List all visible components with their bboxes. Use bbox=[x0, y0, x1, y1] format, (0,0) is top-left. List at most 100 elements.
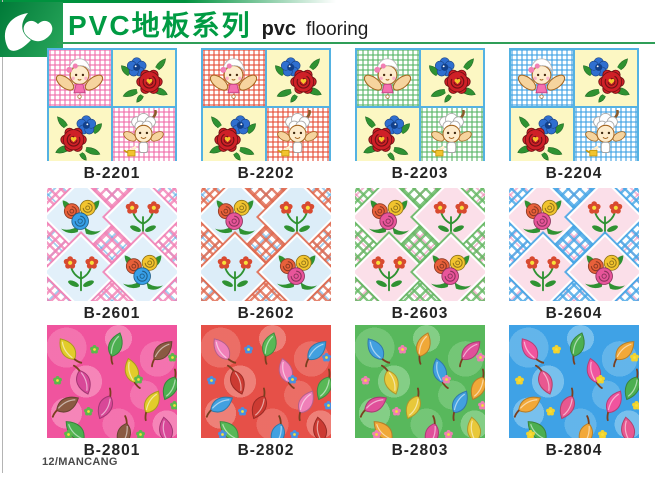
tile-grid bbox=[509, 48, 639, 161]
small-flower bbox=[63, 429, 74, 438]
leaf-icon bbox=[605, 390, 622, 422]
leaf bbox=[108, 412, 141, 438]
rose-bouquet-illustration bbox=[123, 254, 164, 290]
leaf bbox=[613, 413, 639, 438]
product-swatch: B-2202 bbox=[201, 48, 331, 183]
small-flower-icon bbox=[89, 345, 99, 354]
leaf bbox=[593, 383, 633, 427]
product-swatch: B-2804 bbox=[509, 325, 639, 460]
small-flower bbox=[514, 375, 525, 386]
series-title-en: flooring bbox=[306, 19, 369, 40]
product-code: B-2802 bbox=[237, 442, 295, 459]
swatch-pattern bbox=[355, 48, 485, 161]
lattice-medallion bbox=[413, 233, 485, 301]
leaf bbox=[219, 358, 255, 400]
leaf-icon bbox=[578, 415, 593, 438]
lattice-medallion bbox=[509, 233, 581, 301]
leaf-icon bbox=[432, 357, 449, 389]
leaf-icon bbox=[360, 397, 388, 418]
leaf-icon bbox=[367, 338, 391, 364]
series-title-cn: PVC地板系列 bbox=[68, 10, 252, 41]
leaf-icon bbox=[151, 341, 173, 368]
small-flower-icon bbox=[515, 375, 525, 385]
swatch-pattern bbox=[509, 48, 639, 161]
small-flower-icon bbox=[207, 375, 217, 385]
small-flower-icon bbox=[546, 407, 556, 416]
swatch-pattern bbox=[355, 325, 485, 438]
small-flower bbox=[289, 429, 300, 438]
rose-bouquet-illustration bbox=[431, 254, 472, 290]
leaf bbox=[203, 330, 244, 374]
leaf bbox=[116, 353, 149, 394]
rose-pansy-illustration bbox=[209, 115, 257, 161]
product-code: B-2603 bbox=[391, 305, 449, 322]
rose-pansy-illustration bbox=[121, 57, 169, 103]
leaf bbox=[131, 383, 171, 427]
swatch-pattern bbox=[47, 48, 177, 161]
small-flower-icon bbox=[133, 374, 143, 384]
leaf bbox=[578, 353, 611, 394]
small-flower bbox=[631, 400, 639, 411]
flower-sprig-illustration bbox=[279, 201, 315, 237]
leaf-icon bbox=[470, 368, 485, 400]
tile-grid bbox=[201, 48, 331, 161]
swoosh-heart-icon bbox=[4, 13, 53, 51]
swatch-pattern bbox=[47, 188, 177, 301]
lattice-medallion bbox=[509, 188, 581, 256]
leaf-icon bbox=[116, 415, 131, 438]
small-flower-icon bbox=[324, 400, 331, 410]
leaf bbox=[509, 386, 549, 426]
leaf-icon bbox=[586, 357, 603, 389]
small-flower-icon bbox=[475, 353, 485, 362]
leaf-icon bbox=[535, 364, 554, 395]
rose-bouquet-illustration bbox=[277, 254, 318, 290]
product-code: B-2804 bbox=[545, 442, 603, 459]
swatch-pattern bbox=[201, 188, 331, 301]
flower-sprig-illustration bbox=[217, 255, 253, 291]
lattice-medallion bbox=[259, 188, 331, 256]
small-flower-icon bbox=[595, 374, 605, 384]
leaf-icon bbox=[261, 331, 277, 365]
small-flower bbox=[89, 344, 100, 355]
small-flower bbox=[477, 400, 485, 411]
leaf bbox=[527, 358, 563, 400]
small-flower-icon bbox=[84, 407, 94, 416]
brand-logo bbox=[0, 2, 63, 57]
swatch-pattern bbox=[47, 325, 177, 438]
flower-sprig-illustration bbox=[63, 255, 99, 291]
small-flower bbox=[167, 352, 177, 363]
leaf-icon bbox=[206, 397, 234, 418]
leaf bbox=[614, 363, 639, 406]
leaf-icon bbox=[381, 364, 400, 395]
product-row-1: B-2201 B-2202 B-2203 B-2204 bbox=[47, 48, 639, 183]
leaf-icon bbox=[514, 397, 542, 418]
leaf-icon bbox=[297, 390, 314, 422]
header-rule bbox=[57, 42, 655, 44]
small-flower-icon bbox=[371, 429, 381, 438]
leaf bbox=[152, 363, 177, 406]
leaf bbox=[570, 412, 603, 438]
product-code: B-2201 bbox=[83, 165, 141, 182]
small-flower-icon bbox=[551, 345, 561, 354]
lattice-medallion bbox=[567, 188, 639, 256]
rose-bouquet-illustration bbox=[368, 200, 409, 236]
leaf-icon bbox=[305, 341, 327, 368]
product-swatch: B-2801 bbox=[47, 325, 177, 460]
lattice-medallion bbox=[259, 233, 331, 301]
small-flower-icon bbox=[629, 353, 639, 362]
leaf-icon bbox=[569, 331, 585, 365]
leaf-icon bbox=[316, 368, 331, 400]
leaf bbox=[373, 358, 409, 400]
small-flower-icon bbox=[238, 407, 248, 416]
lattice-medallion bbox=[47, 233, 119, 301]
leaf bbox=[549, 382, 587, 425]
leaf-icon bbox=[143, 390, 160, 422]
tile-grid bbox=[47, 48, 177, 161]
leaf-icon bbox=[278, 357, 295, 389]
small-flower-icon bbox=[321, 353, 331, 362]
leaf bbox=[459, 413, 485, 438]
leaf bbox=[139, 332, 177, 375]
lamb-girl-illustration bbox=[210, 58, 258, 99]
swatch-pattern bbox=[509, 188, 639, 301]
small-flower bbox=[391, 406, 402, 417]
